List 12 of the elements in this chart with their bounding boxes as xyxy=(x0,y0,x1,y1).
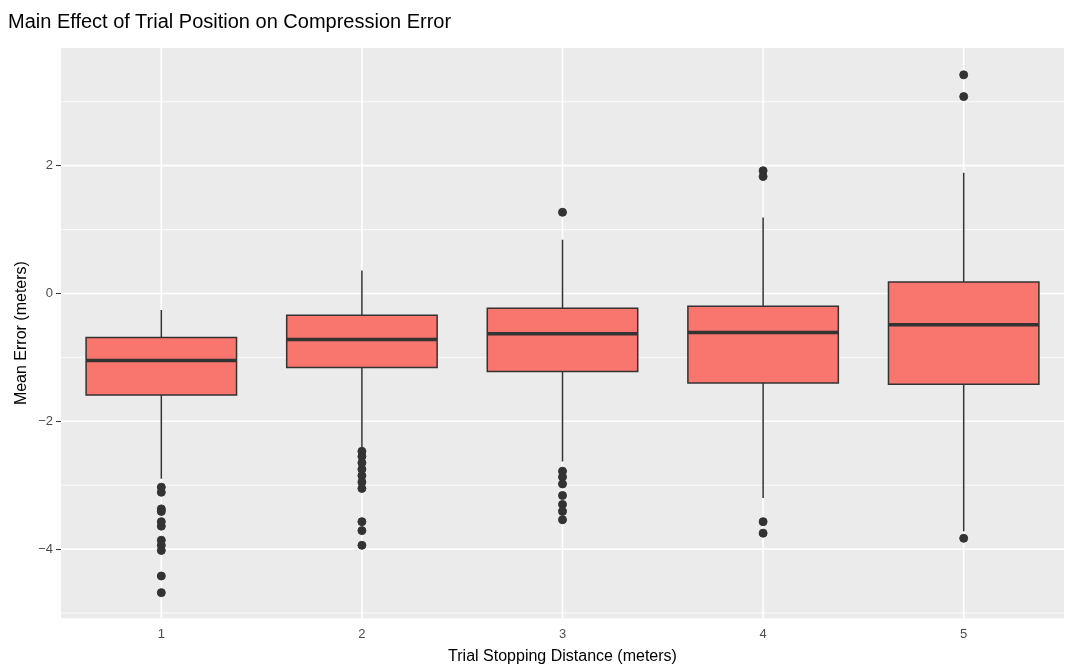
y-tick-label: 0 xyxy=(45,285,54,301)
y-axis-title: Mean Error (meters) xyxy=(12,261,30,406)
x-tick-label: 3 xyxy=(558,625,567,641)
y-tick-label: 2 xyxy=(45,157,54,173)
x-tick-label: 4 xyxy=(759,625,767,641)
y-tick-label: −2 xyxy=(38,412,54,428)
y-tick-label: −4 xyxy=(38,540,54,556)
x-axis-title: Trial Stopping Distance (meters) xyxy=(448,646,677,664)
x-tick-label: 2 xyxy=(358,625,366,641)
x-tick-label: 1 xyxy=(157,625,165,641)
x-tick-label: 5 xyxy=(960,625,968,641)
chart-title: Main Effect of Trial Position on Compression Error xyxy=(8,9,452,32)
